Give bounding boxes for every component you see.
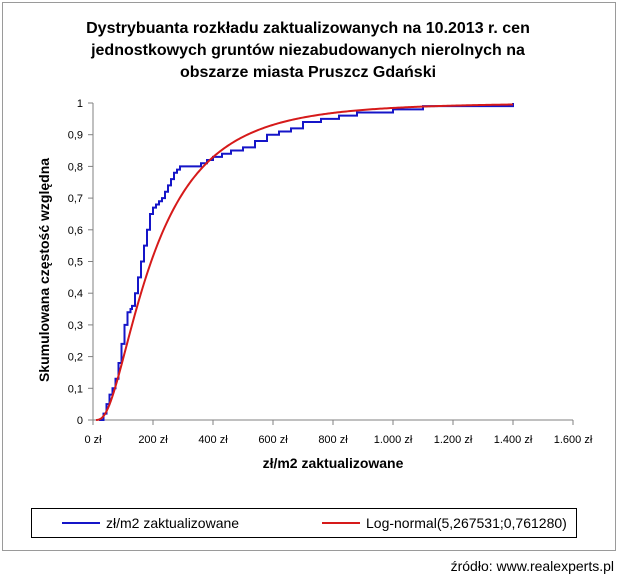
x-tick-label: 1.200 zł [434, 434, 473, 446]
legend-swatch-lognormal [322, 522, 360, 524]
x-tick-label: 1.400 zł [494, 434, 533, 446]
y-tick-label: 0,5 [68, 257, 83, 269]
y-tick-label: 0,9 [68, 130, 83, 142]
legend-label-empirical: zł/m2 zaktualizowane [106, 515, 240, 531]
legend-swatch-empirical [62, 522, 100, 524]
x-tick-label: 1.000 zł [374, 434, 413, 446]
x-tick-label: 600 zł [258, 434, 288, 446]
x-axis-title: zł/m2 zaktualizowane [263, 455, 404, 471]
y-axis-title: Skumulowana częstość względna [36, 158, 52, 382]
x-tick-label: 800 zł [318, 434, 348, 446]
y-tick-label: 0,3 [68, 320, 83, 332]
legend-label-lognormal: Log-normal(5,267531;0,761280) [366, 515, 567, 531]
y-tick-label: 0,8 [68, 161, 83, 173]
x-tick-label: 0 zł [84, 434, 102, 446]
x-tick-label: 200 zł [138, 434, 168, 446]
title-line-2: jednostkowych gruntów niezabudowanych ni… [91, 42, 525, 59]
legend-item-lognormal: Log-normal(5,267531;0,761280) [322, 515, 567, 531]
series-line-empirical [99, 103, 514, 421]
title-line-1: Dystrybuanta rozkładu zaktualizowanych n… [86, 20, 530, 37]
y-tick-label: 0 [77, 415, 83, 427]
y-tick-label: 1 [77, 98, 83, 110]
axes: 0 0,1 0,2 0,3 0,4 0,5 0,6 0,7 0,8 0,9 1 0 zł 200 zł 4… [68, 98, 593, 446]
legend: zł/m2 zaktualizowane Log-normal(5,267531… [31, 508, 577, 538]
y-tick-label: 0,2 [68, 352, 83, 364]
chart-frame [2, 2, 616, 551]
x-tick-label: 1.600 zł [554, 434, 593, 446]
series-line-lognormal [95, 103, 514, 421]
y-tick-label: 0,4 [68, 288, 83, 300]
title-line-3: obszarze miasta Pruszcz Gdański [179, 64, 437, 81]
y-tick-label: 0,6 [68, 225, 83, 237]
legend-item-empirical: zł/m2 zaktualizowane [62, 515, 239, 531]
series-layer [95, 103, 514, 421]
y-tick-label: 0,1 [68, 383, 83, 395]
source-note: źródło: www.realexperts.pl [450, 558, 614, 574]
x-tick-label: 400 zł [198, 434, 228, 446]
chart-title: Dystrybuanta rozkładu zaktualizowanych n… [0, 18, 616, 84]
chart-svg: 0 0,1 0,2 0,3 0,4 0,5 0,6 0,7 0,8 0,9 1 0 zł 200 zł 4… [36, 98, 593, 471]
y-tick-label: 0,7 [68, 193, 83, 205]
